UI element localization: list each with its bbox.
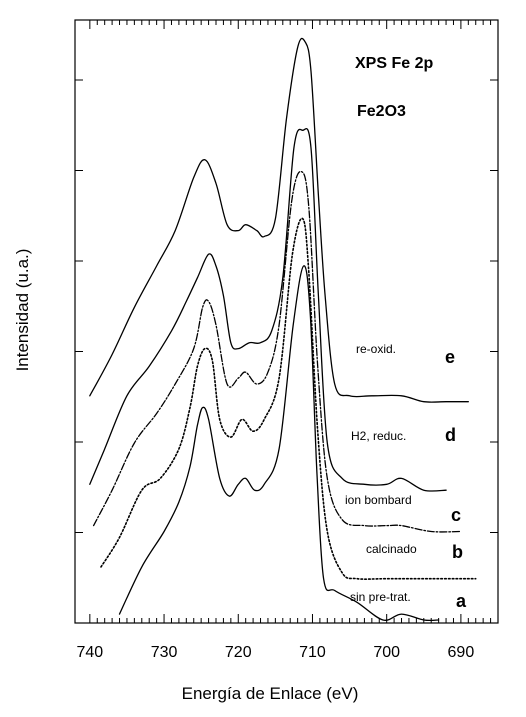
curve-letter-e: e [445, 347, 455, 367]
curve-labels: sin pre-trat. a calcinado b ion bombard c H2, … [345, 342, 467, 611]
spectrum-curve-e [89, 37, 469, 403]
spectrum-curve-a [118, 265, 440, 622]
curve-letter-a: a [456, 591, 467, 611]
curve-label-c: ion bombard [345, 493, 412, 507]
x-tick-label: 720 [225, 644, 252, 661]
x-tick-labels: 740 730 720 710 700 690 [76, 644, 474, 661]
spectrum-curve-b [100, 217, 477, 580]
x-tick-label: 690 [448, 644, 475, 661]
x-tick-label: 710 [299, 644, 326, 661]
x-tick-label: 700 [373, 644, 400, 661]
curve-label-d: H2, reduc. [351, 429, 406, 443]
x-tick-label: 740 [76, 644, 103, 661]
curve-letter-c: c [451, 505, 461, 525]
plot-frame [74, 19, 499, 624]
spectra-curves [89, 37, 477, 622]
chart-subtitle: Fe2O3 [357, 103, 406, 120]
chart-title: XPS Fe 2p [355, 55, 433, 72]
curve-letter-b: b [452, 542, 463, 562]
spectrum-curve-d [89, 127, 447, 492]
axis-ticks [75, 20, 498, 623]
curve-label-e: re-oxid. [356, 342, 396, 356]
curve-letter-d: d [445, 425, 456, 445]
y-axis-title: Intensidad (u.a.) [13, 249, 32, 372]
x-axis-title: Energía de Enlace (eV) [182, 684, 359, 703]
spectrum-curve-c [92, 170, 462, 533]
x-tick-label: 730 [151, 644, 178, 661]
curve-label-a: sin pre-trat. [350, 590, 411, 604]
curve-label-b: calcinado [366, 542, 417, 556]
